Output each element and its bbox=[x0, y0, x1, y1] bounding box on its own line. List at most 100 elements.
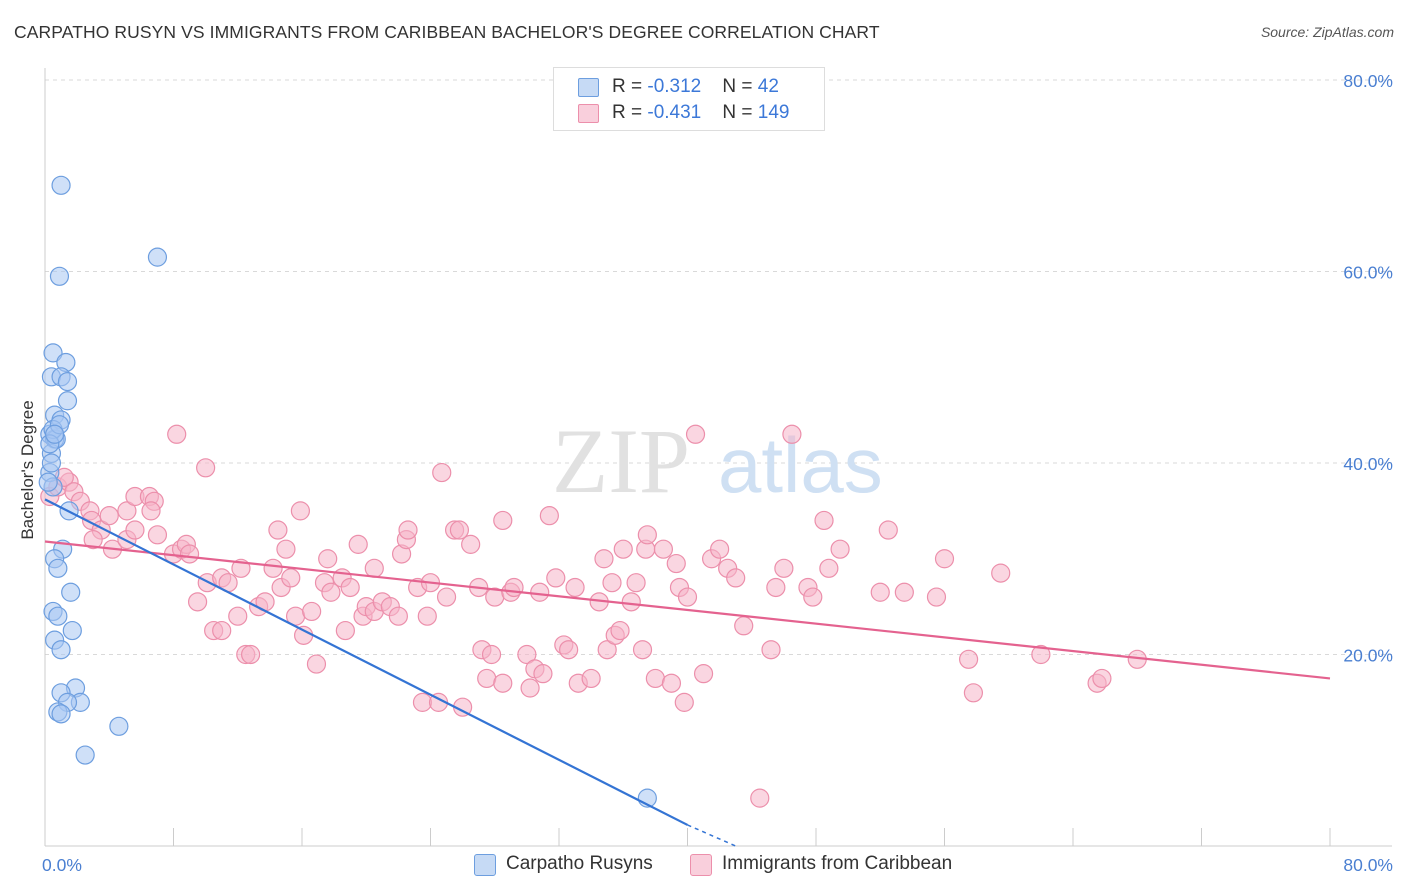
tick-labels: 20.0% 40.0% 60.0% 80.0% 0.0% 80.0% bbox=[42, 71, 1393, 875]
legend-n-label: N = bbox=[722, 76, 758, 97]
caribbean-point bbox=[268, 520, 288, 540]
caribbean-point bbox=[517, 644, 537, 665]
gridlines bbox=[45, 79, 1392, 655]
legend-r-value: -0.431 bbox=[647, 102, 702, 123]
caribbean-point bbox=[196, 458, 216, 478]
rusyn-point bbox=[41, 453, 62, 473]
caribbean-point bbox=[602, 573, 622, 593]
bottom-legend-swatch-blue bbox=[474, 854, 496, 876]
caribbean-point bbox=[302, 601, 322, 622]
caribbean-point bbox=[677, 587, 698, 607]
rusyn-point bbox=[57, 391, 78, 411]
rusyn-point bbox=[109, 716, 129, 736]
legend-r-label: R = bbox=[612, 76, 648, 97]
caribbean-point bbox=[461, 534, 481, 554]
legend-r-value: -0.312 bbox=[647, 76, 702, 97]
caribbean-point bbox=[321, 582, 341, 602]
caribbean-point bbox=[774, 558, 794, 578]
source-label: Source: ZipAtlas.com bbox=[1260, 24, 1394, 40]
caribbean-point bbox=[693, 664, 714, 684]
caribbean-point bbox=[504, 577, 524, 598]
rusyn-point bbox=[51, 175, 71, 195]
caribbean-point bbox=[1031, 644, 1051, 665]
caribbean-point bbox=[991, 563, 1011, 583]
caribbean-point bbox=[530, 582, 550, 602]
caribbean-point bbox=[167, 424, 187, 444]
legend-swatch-blue bbox=[578, 78, 599, 97]
caribbean-point bbox=[306, 654, 327, 674]
caribbean-point bbox=[559, 640, 579, 660]
caribbean-point bbox=[99, 506, 119, 526]
bottom-legend-label: Carpatho Rusyns bbox=[506, 853, 653, 874]
caribbean-point bbox=[141, 501, 161, 521]
caribbean-point bbox=[597, 640, 617, 660]
rusyn-point bbox=[51, 640, 71, 660]
caribbean-point bbox=[637, 525, 657, 545]
y-tick-label: 60.0% bbox=[1343, 263, 1393, 283]
caribbean-point bbox=[963, 683, 984, 703]
caribbean-point bbox=[294, 625, 314, 645]
caribbean-point bbox=[830, 539, 850, 559]
legend-n-value: 149 bbox=[757, 102, 790, 123]
caribbean-point bbox=[493, 510, 513, 531]
caribbean-point bbox=[710, 539, 730, 559]
rusyn-point bbox=[48, 558, 68, 578]
y-axis-label: Bachelor's Degree bbox=[18, 400, 37, 539]
caribbean-point bbox=[726, 568, 746, 588]
caribbean-point bbox=[613, 539, 633, 559]
caribbean-point bbox=[281, 568, 301, 588]
caribbean-point bbox=[263, 558, 283, 578]
rusyn-point bbox=[61, 582, 81, 602]
legend-n-value: 42 bbox=[757, 76, 779, 97]
rusyn-point bbox=[38, 472, 58, 492]
caribbean-point bbox=[241, 644, 261, 665]
caribbean-point bbox=[894, 582, 914, 602]
caribbean-point bbox=[449, 520, 470, 540]
series-rusyn-points bbox=[38, 175, 657, 808]
watermark-zip: ZIP bbox=[552, 410, 690, 512]
caribbean-point bbox=[645, 668, 665, 689]
caribbean-point bbox=[276, 539, 296, 559]
caribbean-point bbox=[565, 577, 585, 598]
caribbean-point bbox=[212, 620, 232, 641]
x-tick-label: 0.0% bbox=[42, 855, 82, 875]
caribbean-point bbox=[626, 573, 646, 593]
caribbean-point bbox=[533, 664, 553, 684]
caribbean-point bbox=[117, 501, 137, 521]
y-tick-label: 40.0% bbox=[1343, 454, 1393, 474]
caribbean-point bbox=[340, 577, 360, 598]
caribbean-point bbox=[581, 668, 601, 689]
rusyn-point bbox=[147, 247, 168, 267]
caribbean-point bbox=[364, 558, 384, 578]
caribbean-point bbox=[870, 582, 890, 602]
caribbean-trend-line bbox=[44, 540, 1331, 680]
rusyn-point bbox=[62, 620, 82, 641]
rusyn-point bbox=[57, 372, 78, 392]
caribbean-point bbox=[539, 506, 559, 526]
y-tick-label: 20.0% bbox=[1343, 646, 1393, 666]
legend-r-label: R = bbox=[612, 102, 648, 123]
caribbean-point bbox=[958, 649, 979, 669]
caribbean-point bbox=[228, 606, 248, 626]
rusyn-point bbox=[48, 606, 68, 626]
caribbean-point bbox=[685, 424, 706, 444]
caribbean-point bbox=[632, 640, 653, 660]
legend-n-label: N = bbox=[722, 102, 758, 123]
caribbean-point bbox=[432, 462, 452, 483]
caribbean-point bbox=[594, 549, 614, 569]
caribbean-point bbox=[290, 501, 310, 521]
caribbean-point bbox=[653, 539, 674, 559]
caribbean-point bbox=[750, 788, 770, 808]
caribbean-point bbox=[477, 668, 497, 689]
rusyn-trend-extension bbox=[687, 824, 736, 847]
rusyn-point bbox=[51, 704, 71, 724]
rusyn-point bbox=[75, 745, 95, 765]
caribbean-point bbox=[348, 534, 368, 554]
trend-lines bbox=[44, 498, 1331, 847]
caribbean-point bbox=[436, 587, 457, 607]
caribbean-point bbox=[546, 568, 566, 588]
caribbean-point bbox=[878, 520, 898, 540]
caribbean-point bbox=[734, 616, 754, 636]
chart-title: CARPATHO RUSYN VS IMMIGRANTS FROM CARIBB… bbox=[14, 22, 880, 42]
